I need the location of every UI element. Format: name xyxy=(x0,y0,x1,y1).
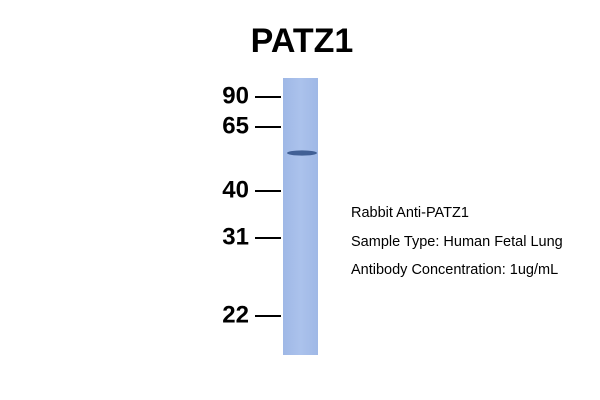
title: PATZ1 xyxy=(251,22,354,60)
marker-label: 40 xyxy=(222,176,249,203)
marker-label: 22 xyxy=(222,301,249,328)
info-line: Antibody Concentration: 1ug/mL xyxy=(351,262,558,278)
marker-label: 65 xyxy=(222,112,249,139)
band xyxy=(287,150,317,156)
info-line: Rabbit Anti-PATZ1 xyxy=(351,205,469,221)
info-line: Sample Type: Human Fetal Lung xyxy=(351,234,563,250)
marker-label: 31 xyxy=(222,223,249,250)
marker-label: 90 xyxy=(222,82,249,109)
gel-lane xyxy=(283,78,318,355)
